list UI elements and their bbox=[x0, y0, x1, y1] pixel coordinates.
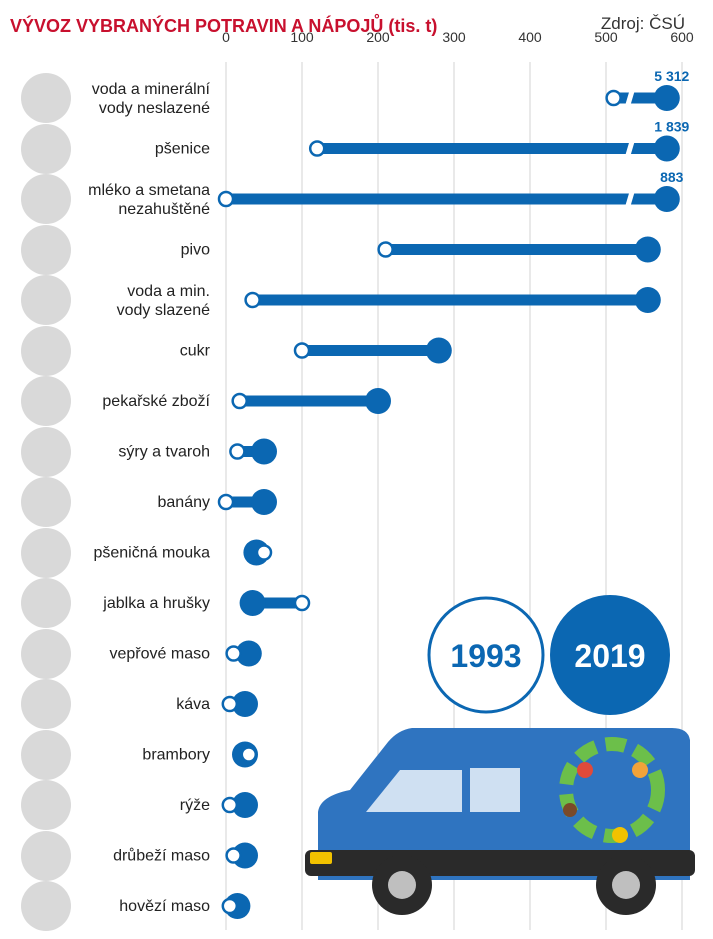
point-1993 bbox=[255, 544, 273, 561]
point-1993 bbox=[605, 89, 622, 107]
point-1993 bbox=[221, 897, 239, 915]
category-label: mléko a smetana bbox=[88, 182, 210, 199]
legend-1993-circle bbox=[427, 596, 545, 714]
point-1993 bbox=[293, 594, 311, 612]
category-label: jablka a hrušky bbox=[102, 595, 210, 612]
point-2019 bbox=[634, 236, 661, 263]
point-1993 bbox=[225, 645, 242, 662]
point-1993 bbox=[229, 443, 246, 460]
point-2019 bbox=[232, 691, 258, 717]
axis-break-mark bbox=[624, 88, 635, 108]
point-1993 bbox=[221, 695, 239, 713]
category-label: pivo bbox=[181, 242, 210, 259]
legend-2019-label: 2019 bbox=[574, 638, 645, 674]
milk-carton-icon bbox=[21, 174, 71, 224]
chart-marks: 5 312 1 839 883 bbox=[217, 68, 690, 919]
coffee-sack-icon bbox=[21, 679, 71, 729]
beef-steak-icon bbox=[21, 881, 71, 931]
point-1993 bbox=[225, 847, 242, 864]
value-label: 1 839 bbox=[654, 119, 689, 135]
cheese-icon bbox=[21, 426, 71, 477]
point-1993 bbox=[221, 796, 239, 814]
bananas-icon bbox=[21, 477, 71, 527]
point-2019 bbox=[634, 287, 661, 313]
axis-break-mark bbox=[624, 189, 635, 209]
category-label: nezahuštěné bbox=[118, 201, 210, 218]
wheat-icon bbox=[21, 123, 71, 174]
x-tick-label: 600 bbox=[670, 29, 694, 45]
category-label: pšeničná mouka bbox=[93, 545, 210, 562]
point-2019 bbox=[653, 85, 680, 111]
beer-mugs-icon bbox=[21, 224, 71, 275]
x-tick-label: 500 bbox=[594, 29, 618, 45]
legend-2019-circle bbox=[550, 595, 670, 715]
roast-chicken-icon bbox=[21, 830, 71, 881]
value-label: 5 312 bbox=[654, 68, 689, 84]
point-1993 bbox=[293, 342, 311, 359]
point-2019 bbox=[365, 388, 391, 414]
point-2019 bbox=[425, 337, 452, 364]
category-labels: voda a minerální vody neslazené pšenice mlé… bbox=[88, 81, 211, 915]
pork-meat-icon bbox=[21, 628, 71, 679]
delivery-van-illustration bbox=[305, 728, 695, 915]
category-label: voda a minerální bbox=[92, 81, 211, 98]
point-2019 bbox=[251, 438, 277, 465]
category-label: vody neslazené bbox=[99, 100, 210, 117]
point-1993 bbox=[217, 190, 235, 208]
point-1993 bbox=[240, 746, 258, 763]
point-2019 bbox=[235, 640, 262, 667]
sugar-cubes-icon bbox=[21, 325, 71, 376]
category-label: cukr bbox=[180, 343, 211, 360]
point-2019 bbox=[232, 792, 258, 818]
category-label: káva bbox=[176, 696, 210, 713]
x-axis-ticks: 0 100 200 300 400 500 600 bbox=[222, 29, 694, 45]
category-label: sýry a tvaroh bbox=[118, 444, 210, 461]
flour-sack-icon bbox=[21, 527, 71, 578]
category-label: rýže bbox=[180, 797, 210, 814]
point-2019 bbox=[653, 135, 680, 162]
category-label: pšenice bbox=[155, 141, 210, 158]
x-tick-label: 200 bbox=[366, 29, 390, 45]
x-tick-label: 400 bbox=[518, 29, 542, 45]
croissant-icon bbox=[21, 376, 71, 426]
x-tick-label: 0 bbox=[222, 29, 230, 45]
point-2019 bbox=[251, 489, 277, 515]
point-2019 bbox=[239, 590, 266, 616]
category-label: vody slazené bbox=[117, 302, 210, 319]
point-1993 bbox=[217, 493, 235, 511]
category-label: drůbeží maso bbox=[113, 847, 210, 865]
potatoes-icon bbox=[21, 729, 71, 780]
x-tick-label: 100 bbox=[290, 29, 314, 45]
point-1993 bbox=[244, 291, 261, 309]
value-label: 883 bbox=[660, 169, 684, 185]
category-label: hovězí maso bbox=[119, 898, 210, 915]
rice-icon bbox=[21, 780, 71, 830]
axis-break-mark bbox=[624, 138, 635, 159]
soda-bottles-icon bbox=[21, 275, 71, 325]
point-1993 bbox=[377, 241, 394, 258]
category-label: pekařské zboží bbox=[102, 393, 210, 410]
point-2019 bbox=[653, 186, 680, 212]
category-label: voda a min. bbox=[127, 283, 210, 300]
legend-1993-label: 1993 bbox=[450, 638, 521, 674]
point-1993 bbox=[231, 392, 248, 410]
category-label: banány bbox=[158, 494, 211, 511]
point-1993 bbox=[308, 140, 326, 157]
category-label: brambory bbox=[142, 747, 210, 764]
chart-title: VÝVOZ VYBRANÝCH POTRAVIN A NÁPOJŮ (tis. … bbox=[10, 16, 438, 36]
water-bottles-icon bbox=[21, 73, 71, 123]
x-tick-label: 300 bbox=[442, 29, 466, 45]
category-label: vepřové maso bbox=[110, 646, 211, 663]
source-label: Zdroj: ČSÚ bbox=[600, 14, 685, 33]
apple-pear-icon bbox=[21, 578, 71, 628]
